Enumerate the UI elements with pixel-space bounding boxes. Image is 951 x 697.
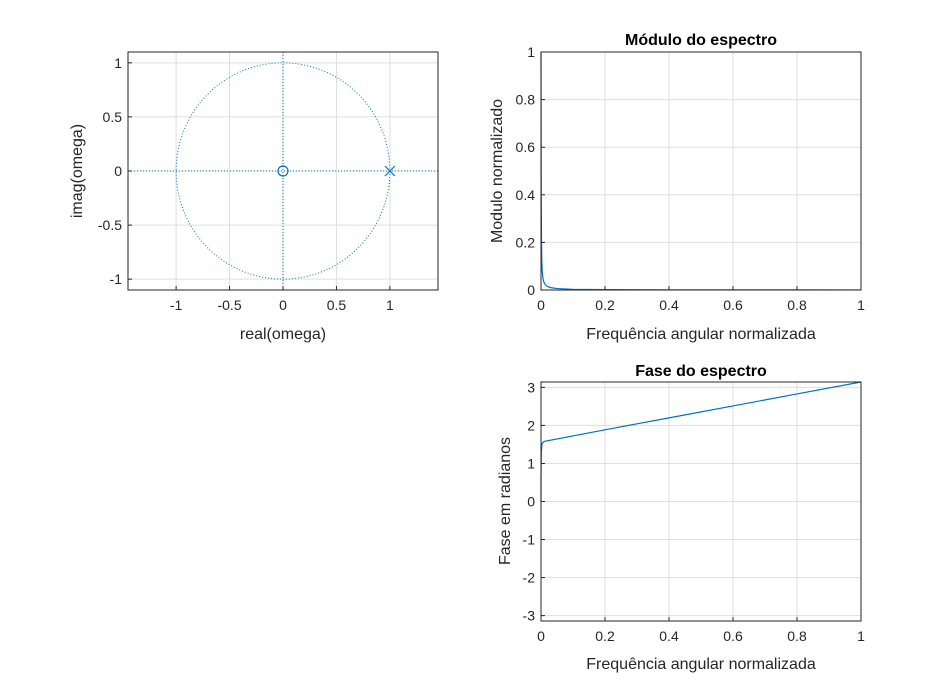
pz-xtick-label: -1	[170, 297, 183, 313]
pz-ytick-label: -1	[110, 271, 123, 287]
pz-ytick-label: 1	[114, 55, 122, 71]
magnitude-title: Módulo do espectro	[625, 32, 777, 49]
mag-ytick-label: 0.6	[516, 139, 536, 155]
phase-curve	[540, 381, 862, 502]
pole-zero-tick-labels: -1 -0.5 0 0.5 1 -1 -0.5 0 0.5 1	[98, 55, 394, 313]
mag-xtick-label: 0.4	[659, 297, 679, 313]
pz-ytick-label: -0.5	[98, 217, 122, 233]
phase-ytick-label: 1	[527, 455, 535, 471]
pz-xtick-label: 1	[386, 297, 394, 313]
magnitude-grid	[540, 51, 862, 291]
mag-xtick-label: 1	[857, 297, 865, 313]
magnitude-tick-labels: 0 0.2 0.4 0.6 0.8 1 0 0.2 0.4 0.6 0.8 1	[516, 44, 866, 313]
mag-xtick-label: 0	[537, 297, 545, 313]
pz-xtick-label: -0.5	[217, 297, 241, 313]
phase-ytick-label: 2	[527, 417, 535, 433]
magnitude-axes-box	[540, 51, 862, 291]
mag-series-line	[540, 51, 862, 291]
phase-xtick-label: 0	[537, 628, 545, 644]
phase-xlabel: Frequência angular normalizada	[586, 656, 816, 673]
pole-zero-ylabel: imag(omega)	[69, 124, 86, 218]
phase-xtick-label: 0.6	[723, 628, 743, 644]
magnitude-plot: Módulo do espectro 0 0.2 0.4 0.6 0.8 1 0 0.2 0.4…	[489, 32, 865, 343]
pz-ytick-label: 0.5	[103, 109, 123, 125]
phase-xtick-label: 0.4	[659, 628, 679, 644]
phase-ylabel: Fase em radianos	[497, 437, 514, 565]
magnitude-curve	[540, 51, 862, 291]
pz-xtick-label: 0.5	[327, 297, 347, 313]
pole-marker	[384, 165, 396, 177]
mag-ytick-label: 0.2	[516, 234, 536, 250]
phase-ytick-label: -2	[523, 570, 536, 586]
phase-tick-labels: 0 0.2 0.4 0.6 0.8 1 -3 -2 -1 0 1 2 3	[523, 379, 866, 644]
zero-marker	[277, 165, 289, 177]
magnitude-xlabel: Frequência angular normalizada	[586, 326, 816, 343]
pz-ytick-label: 0	[114, 163, 122, 179]
phase-xtick-label: 0.8	[787, 628, 807, 644]
phase-xtick-label: 1	[857, 628, 865, 644]
pole-zero-grid	[128, 52, 438, 290]
phase-ytick-label: -1	[523, 532, 536, 548]
pole-zero-xlabel: real(omega)	[240, 326, 326, 343]
pole-zero-plot: -1 -0.5 0 0.5 1 -1 -0.5 0 0.5 1 real(omega) imag(…	[69, 51, 439, 343]
pole-zero-marks	[128, 52, 438, 290]
phase-series-line	[540, 381, 862, 502]
phase-grid	[540, 382, 862, 621]
phase-ytick-label: 3	[527, 379, 535, 395]
mag-ytick-label: 1	[527, 44, 535, 60]
phase-plot: Fase do espectro 0 0.2 0.4 0.6 0.8 1 -3 -2 -1 0 1 2…	[497, 363, 865, 673]
mag-xtick-label: 0.8	[787, 297, 807, 313]
mag-ytick-label: 0.4	[516, 187, 536, 203]
phase-ytick-label: 0	[527, 494, 535, 510]
mag-xtick-label: 0.6	[723, 297, 743, 313]
magnitude-ylabel: Modulo normalizado	[489, 99, 506, 243]
pz-xtick-label: 0	[279, 297, 287, 313]
phase-xtick-label: 0.2	[595, 628, 615, 644]
mag-ytick-label: 0.8	[516, 92, 536, 108]
phase-title: Fase do espectro	[635, 363, 767, 380]
mag-xtick-label: 0.2	[595, 297, 615, 313]
mag-ytick-label: 0	[527, 282, 535, 298]
phase-ytick-label: -3	[523, 608, 536, 624]
